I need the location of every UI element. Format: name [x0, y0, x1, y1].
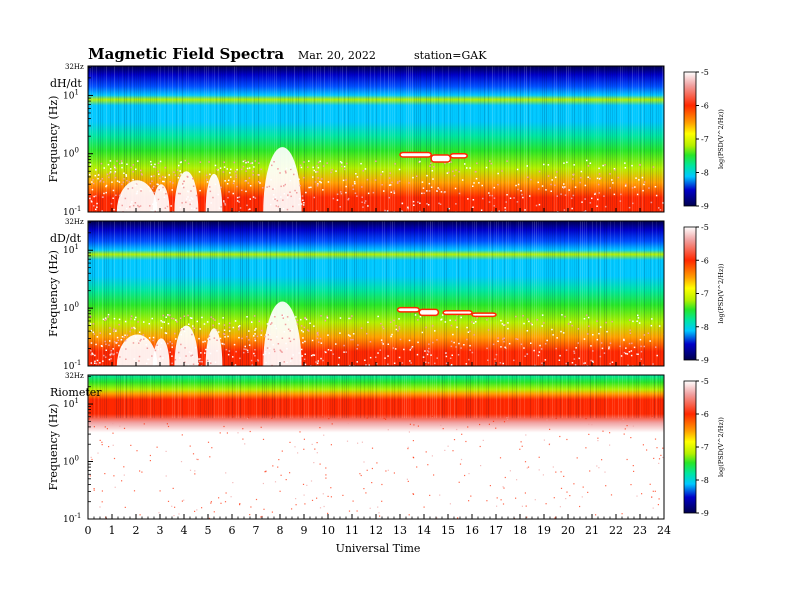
x-tick-label: 1	[109, 524, 116, 537]
x-axis: 0 1 2 3 4 5 6 7 8 9 10 11 12 13 14 15 16 17 18 19 20 21 22 23 24	[85, 208, 671, 537]
colorbar-tick-label: -8	[701, 476, 709, 485]
spectrogram-image	[88, 66, 664, 212]
colorbar-label: log(PSD(V^2/Hz))	[717, 417, 725, 477]
y-tick-label: 100	[63, 147, 79, 160]
x-tick-label: 6	[229, 524, 236, 537]
x-tick-label: 10	[321, 524, 335, 537]
panels-group: dH/dt 32Hz 101 100 10-1 Frequency (Hz) -5 -6 -7 -…	[47, 63, 725, 525]
colorbar-label: log(PSD(V^2/Hz))	[717, 109, 725, 169]
colorbar-tick-label: -6	[701, 410, 709, 419]
y-tick-label: 10-1	[63, 512, 81, 525]
y-axis-label: Frequency (Hz)	[47, 404, 60, 491]
colorbar	[683, 380, 697, 514]
top-frequency-label: 32Hz	[65, 63, 84, 71]
x-tick-label: 17	[489, 524, 503, 537]
colorbar-tick-label: -9	[701, 356, 709, 365]
colorbar-tick-label: -6	[701, 102, 709, 111]
colorbar-tick-label: -7	[701, 135, 709, 144]
x-tick-label: 11	[345, 524, 359, 537]
spectrogram-panel: dH/dt 32Hz 101 100 10-1 Frequency (Hz) -5 -6 -7 -…	[47, 63, 725, 218]
figure-title: Magnetic Field Spectra	[88, 45, 284, 63]
colorbar-tick-label: -5	[701, 68, 709, 77]
spectrogram-panel: Riometer 32Hz 101 100 10-1 Frequency (Hz) -5 -6…	[47, 372, 725, 525]
x-tick-label: 5	[205, 524, 212, 537]
y-axis-label: Frequency (Hz)	[47, 96, 60, 183]
spectrogram-image	[88, 375, 664, 519]
x-tick-label: 23	[633, 524, 647, 537]
top-frequency-label: 32Hz	[65, 372, 84, 380]
x-axis-label: Universal Time	[336, 542, 421, 555]
colorbar-tick-label: -5	[701, 377, 709, 386]
y-tick-label: 100	[63, 455, 79, 468]
y-tick-label: 101	[63, 88, 79, 101]
colorbar-tick-label: -5	[701, 223, 709, 232]
x-tick-label: 24	[657, 524, 671, 537]
colorbar-label: log(PSD(V^2/Hz))	[717, 263, 725, 323]
x-tick-label: 21	[585, 524, 599, 537]
panel-label: dH/dt	[50, 77, 82, 90]
x-tick-label: 0	[85, 524, 92, 537]
x-tick-label: 18	[513, 524, 527, 537]
x-tick-label: 22	[609, 524, 623, 537]
colorbar-tick-label: -7	[701, 443, 709, 452]
x-tick-label: 9	[301, 524, 308, 537]
spectrogram-panel: dD/dt 32Hz 101 100 10-1 Frequency (Hz) -5 -6 -7 -…	[47, 218, 725, 372]
colorbar-tick-label: -8	[701, 323, 709, 332]
figure-station: station=GAK	[414, 49, 487, 62]
x-tick-label: 20	[561, 524, 575, 537]
spectrogram-image	[88, 221, 664, 366]
x-tick-label: 12	[369, 524, 383, 537]
colorbar-tick-label: -6	[701, 256, 709, 265]
colorbar	[683, 226, 697, 361]
y-axis-label: Frequency (Hz)	[47, 250, 60, 337]
panel-label: dD/dt	[50, 232, 82, 245]
x-tick-label: 2	[133, 524, 140, 537]
x-tick-label: 8	[277, 524, 284, 537]
y-tick-label: 10-1	[63, 205, 81, 218]
x-tick-label: 16	[465, 524, 479, 537]
x-tick-label: 7	[253, 524, 260, 537]
colorbar-tick-label: -7	[701, 290, 709, 299]
y-tick-label: 10-1	[63, 359, 81, 372]
y-tick-label: 101	[63, 243, 79, 256]
panel-label: Riometer	[50, 386, 102, 399]
y-tick-label: 100	[63, 301, 79, 314]
colorbar	[683, 71, 697, 207]
colorbar-tick-label: -8	[701, 169, 709, 178]
x-tick-label: 13	[393, 524, 407, 537]
x-tick-label: 19	[537, 524, 551, 537]
x-tick-label: 3	[157, 524, 164, 537]
colorbar-tick-label: -9	[701, 202, 709, 211]
x-tick-label: 15	[441, 524, 455, 537]
colorbar-tick-label: -9	[701, 509, 709, 518]
y-tick-label: 101	[63, 397, 79, 410]
figure-date: Mar. 20, 2022	[298, 49, 376, 62]
top-frequency-label: 32Hz	[65, 218, 84, 226]
x-tick-label: 14	[417, 524, 431, 537]
x-tick-label: 4	[181, 524, 188, 537]
